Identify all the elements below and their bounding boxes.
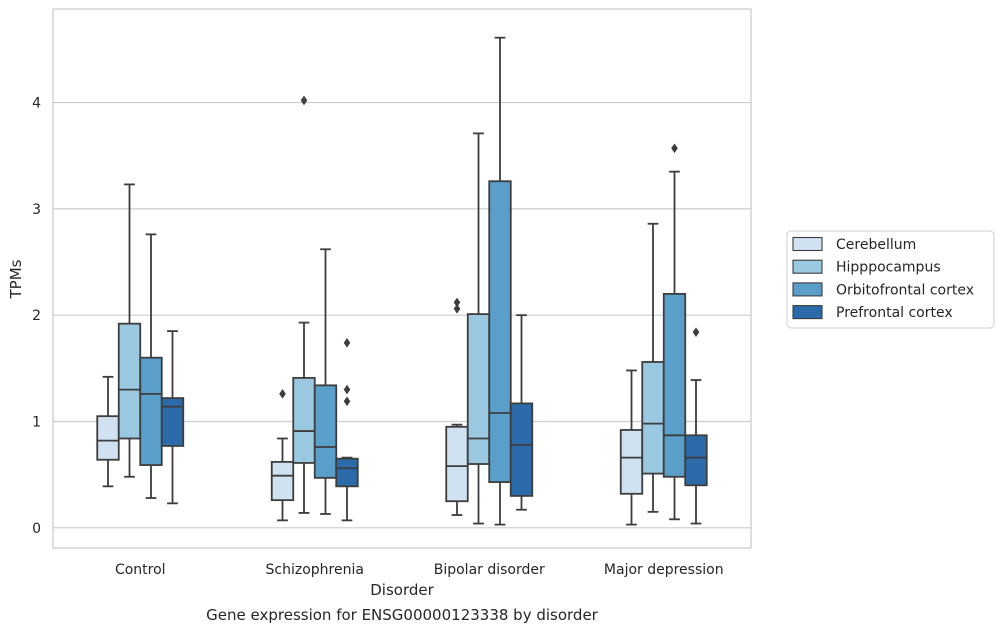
box-orbitofrontal-cortex — [313, 248, 338, 515]
legend-frame — [786, 230, 995, 329]
box-iqr — [117, 322, 142, 440]
legend: Cerebellum Hipppocampus Orbitofrontal cort… — [786, 230, 995, 329]
y-tick-label: 4 — [32, 96, 41, 112]
y-axis-ticks: 0 1 2 3 4 — [32, 96, 41, 537]
chart-caption: Gene expression for ENSG00000123338 by d… — [206, 606, 598, 624]
box-iqr — [641, 361, 665, 475]
box-iqr — [445, 425, 469, 503]
box-iqr — [466, 313, 491, 465]
box-iqr — [270, 460, 295, 502]
x-axis-ticks: Control Schizophrenia Bipolar disorder Majo… — [115, 562, 724, 578]
box-orbitofrontal-cortex — [662, 143, 687, 521]
box-iqr — [313, 384, 338, 479]
y-axis-label: TPMs — [7, 259, 25, 299]
box-orbitofrontal-cortex — [139, 233, 163, 499]
outlier-point — [279, 389, 286, 399]
box-prefrontal-cortex — [684, 327, 708, 525]
box-cerebellum — [96, 375, 120, 488]
legend-swatch — [792, 305, 823, 320]
x-tick-label: Major depression — [604, 562, 724, 578]
box-hipppocampus — [292, 95, 316, 514]
box-iqr — [662, 293, 687, 478]
box-iqr — [160, 397, 185, 447]
outlier-point — [343, 384, 351, 395]
box-prefrontal-cortex — [509, 314, 534, 511]
box-iqr — [335, 457, 359, 488]
box-orbitofrontal-cortex — [488, 36, 512, 526]
box-iqr — [619, 429, 644, 495]
box-hipppocampus — [641, 222, 665, 513]
box-iqr — [292, 377, 316, 464]
x-axis-label: Disorder — [370, 581, 434, 599]
box-iqr — [488, 180, 512, 483]
box-iqr — [139, 356, 163, 466]
box-iqr — [684, 434, 708, 487]
box-cerebellum — [270, 389, 295, 522]
box-hipppocampus — [117, 183, 142, 478]
outlier-point — [453, 297, 461, 308]
x-tick-label: Control — [115, 562, 166, 578]
outlier-point — [692, 327, 700, 337]
legend-label: Cerebellum — [836, 237, 916, 253]
box-hipppocampus — [466, 132, 491, 525]
outlier-point — [453, 303, 461, 314]
box-cerebellum — [619, 369, 644, 526]
plot-area-frame — [52, 8, 752, 549]
y-tick-label: 2 — [32, 308, 41, 324]
box-prefrontal-cortex — [335, 338, 359, 522]
x-tick-label: Bipolar disorder — [434, 562, 545, 578]
legend-swatch — [792, 236, 823, 252]
outlier-point — [300, 95, 308, 106]
box-iqr — [96, 415, 120, 461]
box-prefrontal-cortex — [160, 330, 185, 505]
legend-label: Orbitofrontal cortex — [836, 282, 974, 298]
y-tick-label: 3 — [32, 202, 41, 218]
y-tick-label: 1 — [32, 414, 41, 430]
legend-label: Hipppocampus — [836, 260, 941, 276]
box-cerebellum — [445, 297, 469, 516]
outlier-point — [343, 396, 351, 407]
y-tick-label: 0 — [32, 521, 41, 537]
box-series — [96, 36, 708, 526]
legend-swatch — [792, 259, 823, 274]
outlier-point — [343, 338, 351, 348]
box-iqr — [509, 402, 534, 497]
outlier-point — [671, 143, 678, 154]
legend-swatch — [792, 282, 823, 297]
legend-label: Prefrontal cortex — [836, 305, 953, 321]
x-tick-label: Schizophrenia — [266, 562, 364, 578]
